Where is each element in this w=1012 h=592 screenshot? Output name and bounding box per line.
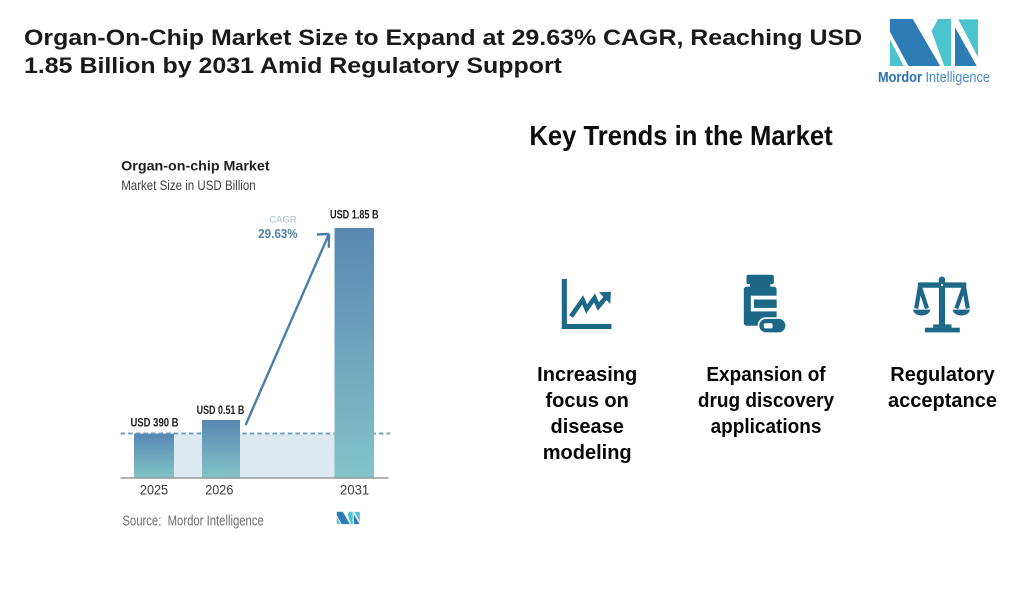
svg-text:Market Size in USD Billion: Market Size in USD Billion [121, 177, 256, 193]
svg-text:2026: 2026 [205, 481, 233, 497]
svg-text:USD 390 B: USD 390 B [130, 418, 178, 430]
svg-text:Source: Mordor Intelligence: Source: Mordor Intelligence [122, 514, 263, 530]
svg-text:Organ-on-chip Market: Organ-on-chip Market [121, 157, 270, 173]
svg-text:2025: 2025 [140, 481, 168, 497]
svg-text:29.63%: 29.63% [258, 227, 298, 241]
svg-text:USD 1.85 B: USD 1.85 B [330, 210, 379, 222]
svg-text:CAGR: CAGR [269, 214, 296, 225]
svg-text:USD 0.51 B: USD 0.51 B [197, 405, 245, 417]
svg-text:2031: 2031 [340, 481, 369, 497]
